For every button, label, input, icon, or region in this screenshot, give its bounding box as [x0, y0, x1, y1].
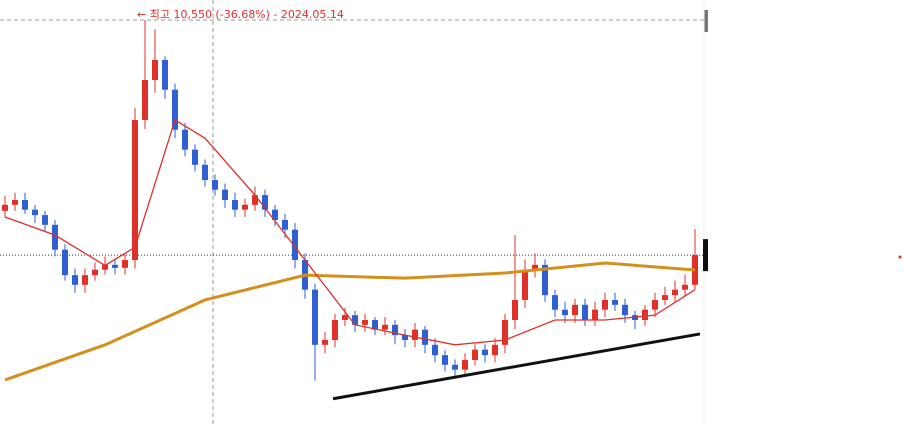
candle-body	[562, 309, 568, 316]
candle-body	[462, 359, 468, 370]
candle-body	[392, 324, 398, 336]
candle-body	[592, 309, 598, 320]
candle-body	[282, 219, 288, 230]
candle-body	[212, 179, 218, 190]
candle-body	[332, 319, 338, 340]
candle-body	[112, 264, 118, 268]
high-annotation: ← 최고 10,550 (-36.68%) - 2024.05.14	[137, 8, 344, 21]
candle-body	[502, 319, 508, 345]
candle-body	[602, 299, 608, 310]
line-series	[332, 332, 701, 401]
candle-body	[252, 195, 258, 205]
axis-marker	[704, 10, 708, 32]
candle-body	[412, 329, 418, 340]
candle-body	[142, 79, 148, 120]
candle-body	[22, 199, 28, 210]
candle-body	[662, 295, 668, 300]
candle-body	[172, 89, 178, 130]
price-marker	[703, 239, 708, 272]
candle-body	[422, 329, 428, 345]
candle-body	[12, 199, 18, 205]
candle-body	[572, 304, 578, 316]
candle-body	[622, 304, 628, 316]
candle-body	[232, 199, 238, 210]
candle-body	[672, 289, 678, 296]
candle-body	[152, 59, 158, 80]
candle-body	[72, 275, 78, 285]
candle-body	[642, 309, 648, 320]
candle-body	[432, 344, 438, 356]
candle-body	[102, 264, 108, 270]
candle-body	[362, 319, 368, 325]
candle-body	[542, 264, 548, 296]
candle-body	[182, 129, 188, 150]
candle-body	[202, 164, 208, 180]
candle-body	[2, 204, 8, 211]
candle-body	[682, 284, 688, 290]
candle-body	[382, 324, 388, 330]
candle-body	[262, 195, 268, 210]
candle-body	[222, 189, 228, 200]
candle-body	[42, 215, 48, 225]
candle-body	[652, 299, 658, 310]
candle-body	[452, 364, 458, 370]
candle-body	[122, 259, 128, 268]
candle-body	[92, 269, 98, 276]
candle-body	[52, 224, 58, 250]
candle-body	[352, 315, 358, 325]
dot	[898, 255, 902, 259]
candle-body	[532, 264, 538, 270]
candle-body	[342, 315, 348, 320]
candle-body	[402, 335, 408, 340]
candle-body	[272, 209, 278, 220]
candle-body	[292, 229, 298, 260]
candle-body	[612, 299, 618, 305]
candle-body	[242, 204, 248, 210]
candle-body	[322, 339, 328, 345]
candle-body	[472, 349, 478, 360]
candle-body	[442, 355, 448, 365]
candle-body	[312, 289, 318, 345]
line-series	[4, 119, 696, 346]
candle-body	[162, 59, 168, 90]
candle-body	[492, 344, 498, 356]
candle-body	[82, 275, 88, 285]
candle-body	[512, 299, 518, 320]
candle-body	[522, 269, 528, 300]
line-series	[4, 261, 696, 382]
candle-body	[62, 249, 68, 276]
candle-body	[192, 149, 198, 165]
candle-body	[132, 119, 138, 260]
candle-body	[482, 349, 488, 356]
candle-body	[32, 209, 38, 216]
candle-body	[582, 304, 588, 320]
candle-body	[372, 319, 378, 330]
candle-body	[552, 295, 558, 310]
